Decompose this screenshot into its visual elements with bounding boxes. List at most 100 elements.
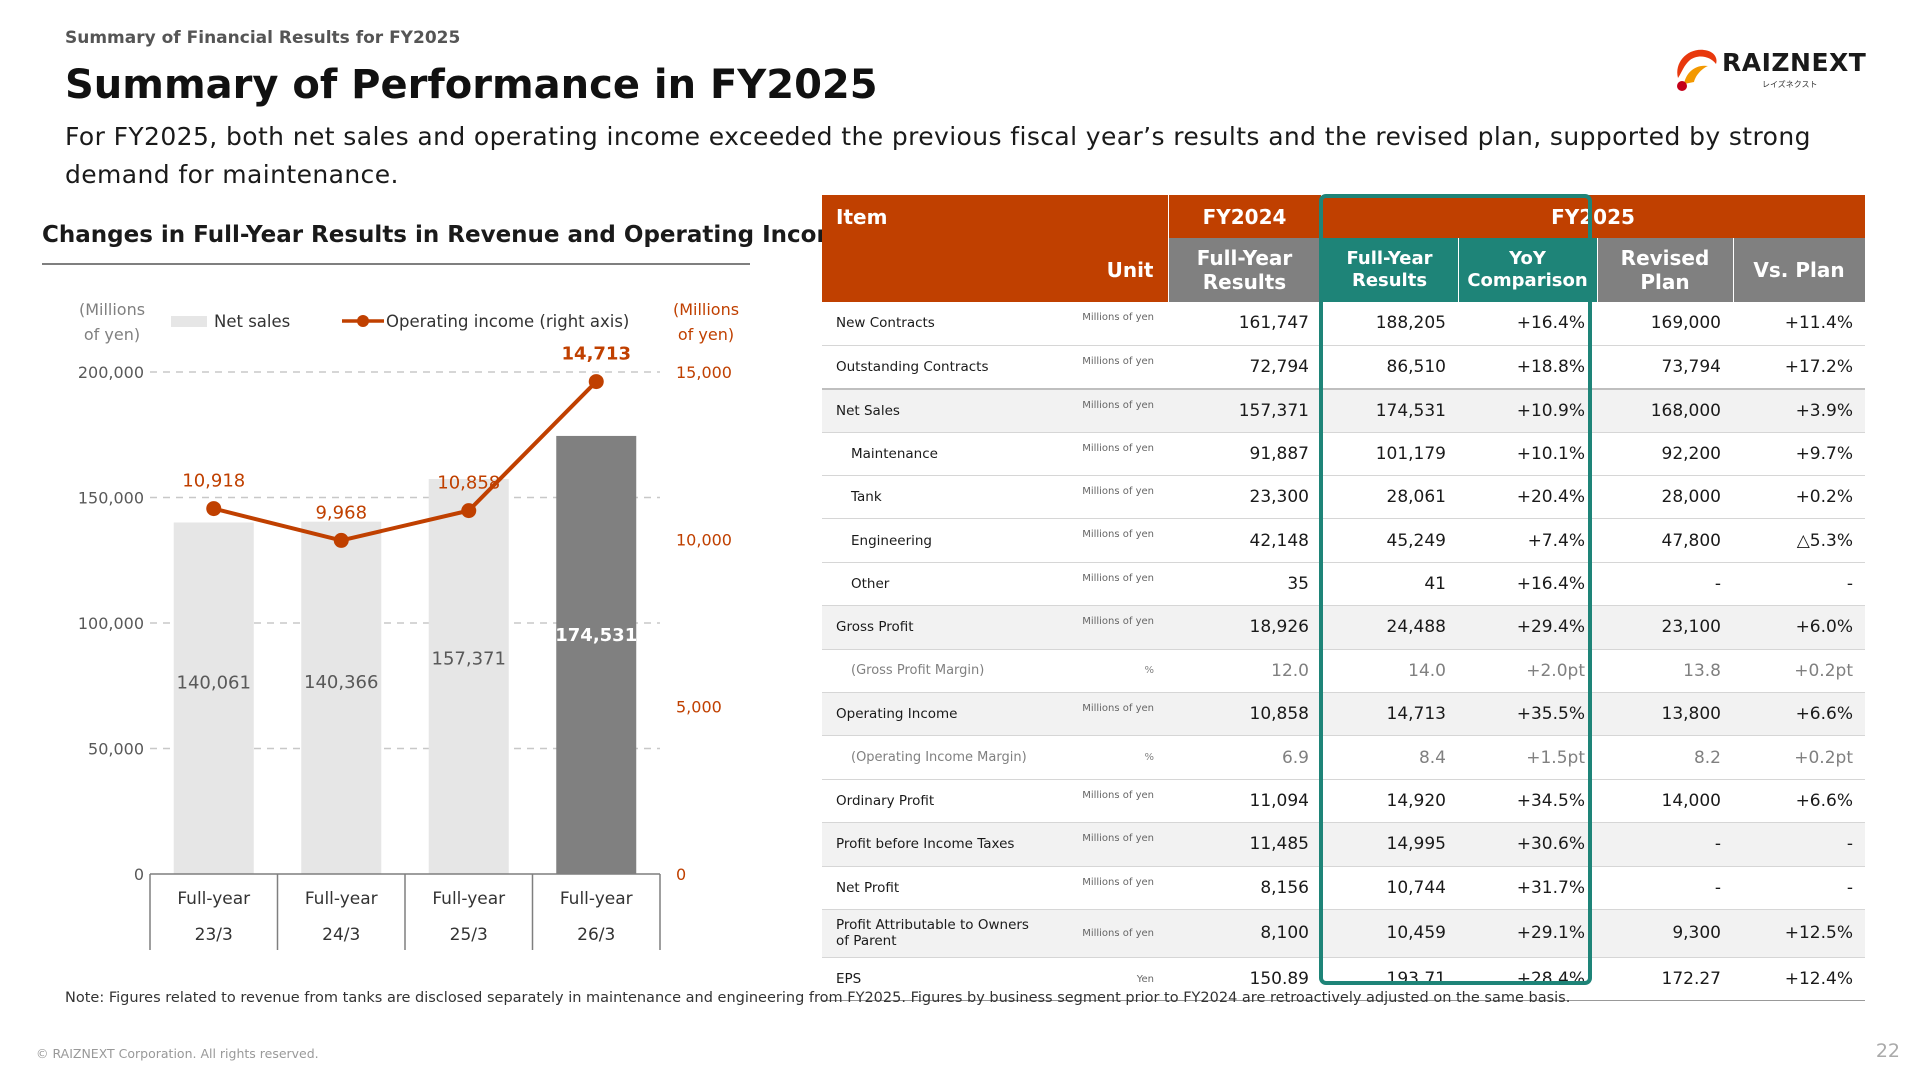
header-revised-plan-line1: Revised [1620,246,1710,270]
cell-fy2024: 10,858 [1168,692,1321,737]
cell-plan: 169,000 [1597,302,1733,346]
header-fy2025: FY2025 [1321,195,1866,238]
row-unit: Millions of yen [1049,302,1168,346]
cell-yoy: +10.9% [1458,387,1597,433]
legend-swatch-operating-income-dot [357,315,369,327]
table-row-other: Other Millions of yen 35 41 +16.4% - - [822,562,1865,607]
cell-fy2024: 72,794 [1168,345,1321,390]
cell-yoy: +20.4% [1458,475,1597,520]
cell-vs-plan: +17.2% [1733,345,1865,390]
row-unit: % [1049,649,1168,694]
bar-net-sales [173,522,254,874]
header-revised-plan-line2: Plan [1640,270,1690,294]
row-label: Profit Attributable to Owners of Parent [822,909,1049,958]
right-axis-unit-line1: (Millions [673,300,739,319]
header-yoy-line2: Comparison [1467,270,1588,291]
x-tick-label-line1: Full-year [560,889,633,909]
cell-yoy: +35.5% [1458,692,1597,737]
cell-fy2025: 45,249 [1321,518,1458,563]
cell-plan: 14,000 [1597,779,1733,824]
cell-fy2025: 41 [1321,562,1458,607]
cell-fy2025: 101,179 [1321,432,1458,477]
row-label: Gross Profit [822,605,1049,650]
cell-fy2024: 42,148 [1168,518,1321,563]
cell-fy2025: 14,713 [1321,692,1458,737]
cell-fy2024: 11,094 [1168,779,1321,824]
line-operating-income [213,380,598,543]
row-unit: Millions of yen [1049,518,1168,563]
x-tick-label-line2: 25/3 [450,925,488,945]
cell-yoy: +10.1% [1458,432,1597,477]
row-unit: Yen [1049,957,1168,1002]
cell-fy2025: 8.4 [1321,735,1458,780]
table-row-outstanding-contracts: Outstanding Contracts Millions of yen 72… [822,345,1865,390]
table-row-gross-profit: Gross Profit Millions of yen 18,926 24,4… [822,605,1865,650]
cell-fy2025: 10,459 [1321,909,1458,958]
row-label: EPS [822,957,1049,1002]
cell-fy2024: 12.0 [1168,649,1321,694]
table-row-maintenance: Maintenance Millions of yen 91,887 101,1… [822,432,1865,477]
cell-fy2024: 91,887 [1168,432,1321,477]
table-row-gross-profit-margin: (Gross Profit Margin) % 12.0 14.0 +2.0pt… [822,649,1865,694]
cell-fy2025: 86,510 [1321,345,1458,390]
cell-vs-plan: △5.3% [1733,518,1865,563]
page-title: Summary of Performance in FY2025 [65,62,878,108]
cell-fy2024: 157,371 [1168,387,1321,433]
left-axis-tick: 100,000 [78,614,144,633]
line-data-label: 10,918 [182,471,245,492]
cell-vs-plan: +3.9% [1733,387,1865,433]
x-tick-label-line1: Full-year [432,889,505,909]
cell-fy2024: 35 [1168,562,1321,607]
table-row-net-sales: Net Sales Millions of yen 157,371 174,53… [822,387,1865,433]
x-tick-label-line1: Full-year [177,889,250,909]
row-unit: % [1049,735,1168,780]
cell-yoy: +16.4% [1458,302,1597,346]
table-row-operating-income: Operating Income Millions of yen 10,858 … [822,692,1865,737]
cell-vs-plan: +6.6% [1733,692,1865,737]
point-operating-income [588,374,604,390]
bar-data-label: 140,366 [304,672,378,693]
row-label: Operating Income [822,692,1049,737]
bar-net-sales [428,478,509,874]
section-kicker: Summary of Financial Results for FY2025 [65,28,461,48]
left-axis-tick: 200,000 [78,363,144,382]
page-number: 22 [1875,1040,1900,1062]
results-table: Item FY2024 FY2025 Unit Full-Year Results… [822,195,1866,1002]
row-unit: Millions of yen [1049,562,1168,607]
cell-plan: 73,794 [1597,345,1733,390]
left-axis-tick: 0 [134,865,144,884]
logo-text: RAIZNEXT [1722,48,1867,77]
row-unit: Millions of yen [1049,822,1168,867]
x-tick-label-line2: 23/3 [195,925,233,945]
row-label: Tank [822,475,1049,520]
cell-plan: 9,300 [1597,909,1733,958]
cell-fy2025: 14,995 [1321,822,1458,867]
cell-yoy: +29.1% [1458,909,1597,958]
cell-plan: 28,000 [1597,475,1733,520]
cell-fy2025: 188,205 [1321,302,1458,346]
table-row-profit-owners-parent: Profit Attributable to Owners of Parent … [822,909,1865,958]
right-axis-tick: 10,000 [676,530,732,549]
legend-label-operating-income: Operating income (right axis) [386,312,629,331]
row-label: Profit before Income Taxes [822,822,1049,867]
row-unit: Millions of yen [1049,345,1168,390]
line-data-label: 14,713 [562,344,631,365]
cell-fy2024: 6.9 [1168,735,1321,780]
chart-svg: 0 50,000 100,000 150,000 200,000 0 5,000 10,000… [78,300,739,950]
results-table-container: Item FY2024 FY2025 Unit Full-Year Results… [822,195,1866,1002]
cell-yoy: +2.0pt [1458,649,1597,694]
left-axis-tick: 50,000 [88,740,144,759]
row-label: (Operating Income Margin) [822,735,1049,780]
right-axis-unit-line2: of yen) [678,325,734,344]
cell-vs-plan: - [1733,562,1865,607]
cell-yoy: +7.4% [1458,518,1597,563]
row-label: Maintenance [822,432,1049,477]
header-fy2025-results-line2: Results [1351,270,1428,291]
x-tick-label-line1: Full-year [305,889,378,909]
cell-plan: 23,100 [1597,605,1733,650]
table-row-net-profit: Net Profit Millions of yen 8,156 10,744 … [822,866,1865,910]
bar-data-label: 157,371 [432,649,506,670]
table-row-tank: Tank Millions of yen 23,300 28,061 +20.4… [822,475,1865,520]
raiznext-logo-icon [1677,49,1717,91]
line-data-label: 10,858 [437,473,500,494]
